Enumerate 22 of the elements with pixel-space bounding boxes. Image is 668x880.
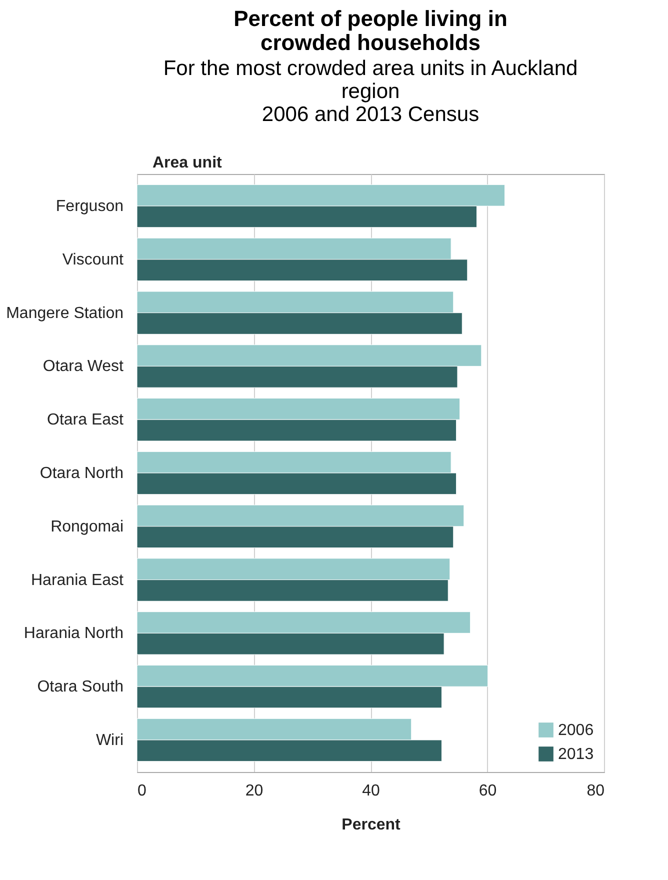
y-tick-label: Wiri xyxy=(96,732,124,749)
y-tick-label: Harania North xyxy=(24,625,124,642)
y-tick-label: Otara East xyxy=(47,412,124,429)
y-axis-title: Area unit xyxy=(152,154,223,172)
chart-subtitle: For the most crowded area units in Auckland region 2006 and 2013 Census xyxy=(163,57,578,126)
y-tick-label: Ferguson xyxy=(56,198,124,216)
y-tick-label: Viscount xyxy=(62,251,124,268)
x-tick-label: 60 xyxy=(478,782,497,800)
y-tick-label: Mangere Station xyxy=(6,304,124,322)
x-tick-label: 20 xyxy=(245,782,264,800)
y-tick-label: Otara South xyxy=(37,678,124,696)
y-tick-label: Rongomai xyxy=(50,518,124,536)
chart-title: Percent of people living in crowded households xyxy=(234,6,508,55)
legend-label: 2006 xyxy=(558,722,594,739)
legend-label: 2013 xyxy=(558,746,594,763)
y-tick-label: Harania East xyxy=(31,572,124,589)
x-tick-label: 0 xyxy=(138,782,146,800)
x-tick-label: 40 xyxy=(362,782,380,800)
x-tick-label: 80 xyxy=(586,782,605,800)
y-tick-label: Otara West xyxy=(42,358,124,376)
x-axis-title: Percent xyxy=(342,816,402,834)
y-tick-label: Otara North xyxy=(40,465,124,482)
